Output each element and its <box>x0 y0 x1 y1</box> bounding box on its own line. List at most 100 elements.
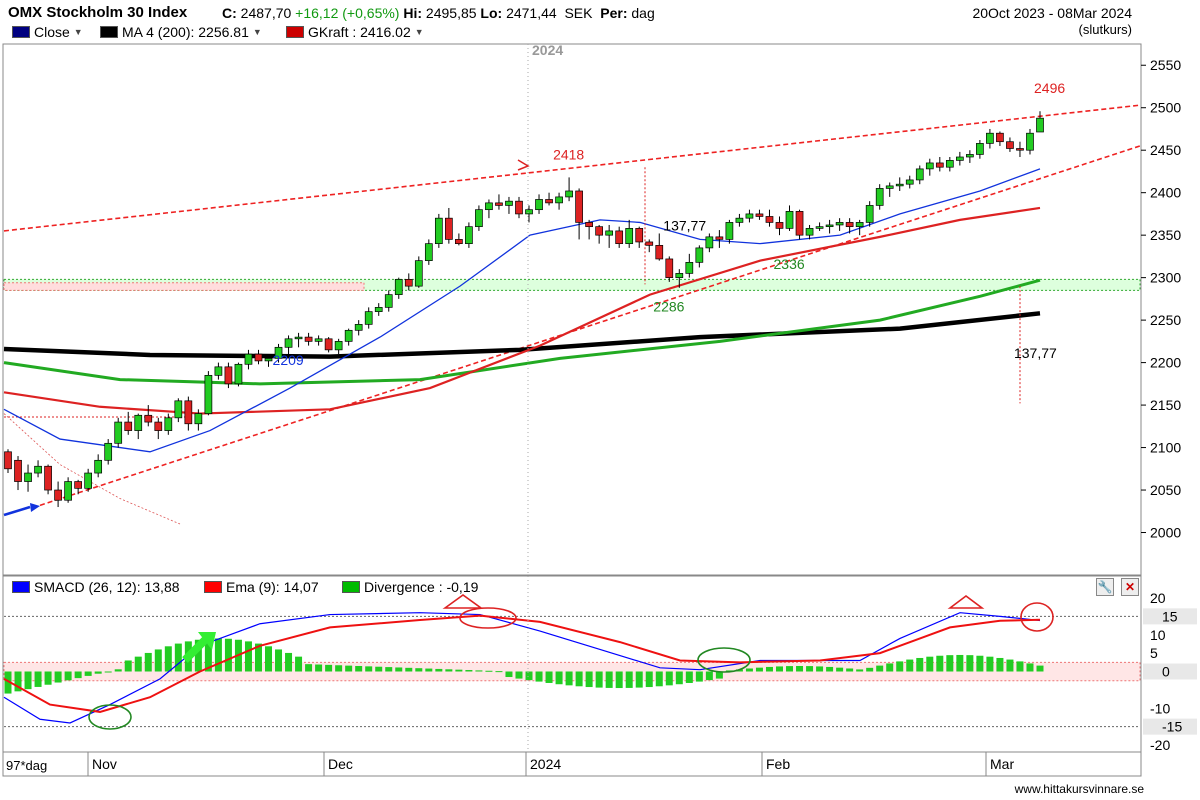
date-axis-frame <box>2 751 1142 777</box>
legend-label: Ema (9): 14,07 <box>226 579 319 595</box>
divergence-bar <box>625 671 633 688</box>
candle <box>134 414 143 431</box>
hi-value: 2495,85 <box>425 5 477 21</box>
candle <box>715 236 724 240</box>
divergence-bar <box>365 666 373 672</box>
divergence-bar <box>866 667 874 672</box>
divergence-bar <box>876 665 884 672</box>
candle <box>224 366 233 385</box>
candle <box>625 228 634 245</box>
macd-tick-label: 10 <box>1150 627 1166 643</box>
candle <box>845 222 854 228</box>
candle <box>775 222 784 229</box>
divergence-bar <box>926 656 934 672</box>
candle <box>154 421 163 431</box>
date-range: 20Oct 2023 - 08Mar 2024 <box>972 5 1132 21</box>
close-panel-icon[interactable]: ✕ <box>1121 578 1139 596</box>
candle <box>755 213 764 217</box>
legend-ma200[interactable]: MA 4 (200): 2256.81 ▼ <box>100 24 262 40</box>
divergence-bar <box>465 670 473 672</box>
divergence-bar <box>154 649 162 672</box>
y-tick-label: 2550 <box>1150 57 1181 73</box>
candle <box>64 481 72 501</box>
divergence-bar <box>806 666 814 672</box>
divergence-bar <box>595 671 603 688</box>
divergence-bar <box>986 656 994 672</box>
divergence-bar <box>675 671 683 685</box>
settings-wrench-icon[interactable]: 🔧 <box>1096 578 1114 596</box>
divergence-bar <box>786 666 794 672</box>
candle <box>675 273 684 278</box>
legend-label: Divergence : -0,19 <box>364 579 479 595</box>
candle <box>976 143 984 155</box>
divergence-bar <box>705 671 713 681</box>
macd-top-marker <box>1020 602 1054 632</box>
candle <box>465 226 473 245</box>
legend-gkraft[interactable]: GKraft : 2416.02 ▼ <box>286 24 424 40</box>
divergence-bar <box>585 671 593 688</box>
candle <box>84 472 93 489</box>
divergence-bar <box>816 666 824 672</box>
legend-label: SMACD (26, 12): 13,88 <box>34 579 180 595</box>
red-arrow-head <box>517 159 530 171</box>
candle <box>455 239 463 245</box>
divergence-bar <box>445 669 453 672</box>
candle <box>705 236 714 249</box>
divergence-bar <box>645 671 653 688</box>
candle <box>925 162 934 170</box>
candle <box>485 202 493 211</box>
divergence-bar <box>194 639 202 672</box>
candle <box>655 245 664 260</box>
legend-swatch <box>342 581 360 593</box>
divergence-bar <box>174 643 182 672</box>
year-label: 2024 <box>532 42 564 58</box>
y-tick-label: 2250 <box>1150 312 1181 328</box>
candle <box>424 243 433 261</box>
candle <box>24 472 32 482</box>
candle <box>1016 148 1024 151</box>
divergence-bar <box>976 655 984 672</box>
candle <box>204 374 213 414</box>
divergence-bar <box>104 671 112 673</box>
candle <box>414 260 423 287</box>
ma200-line <box>3 311 1041 359</box>
change-value: +16,12 (+0,65%) <box>295 5 400 21</box>
candle <box>94 459 103 474</box>
divergence-bar <box>44 671 52 685</box>
candle <box>324 338 333 351</box>
candle <box>475 209 483 228</box>
candle <box>384 294 393 308</box>
macd-tick-box <box>1143 718 1197 735</box>
candle <box>665 258 674 278</box>
candle <box>565 190 573 198</box>
candle <box>1026 132 1034 151</box>
price-annotation: 137,77 <box>1014 345 1057 361</box>
candle <box>535 199 543 211</box>
divergence-bar <box>836 667 844 672</box>
ohlc-readout: C: 2487,70 +16,12 (+0,65%) Hi: 2495,85 L… <box>222 5 655 21</box>
candle <box>525 209 533 215</box>
candle <box>74 481 82 489</box>
divergence-bar <box>54 671 62 683</box>
lo-label: Lo: <box>480 5 503 21</box>
candle <box>585 222 593 228</box>
legend-swatch <box>12 581 30 593</box>
candle <box>264 358 273 362</box>
candle <box>735 217 744 223</box>
divergence-bar <box>956 654 964 672</box>
candle <box>124 421 133 431</box>
candle <box>114 421 123 444</box>
divergence-bar <box>74 671 82 679</box>
candle <box>104 442 113 461</box>
price-annotation: 2496 <box>1034 80 1065 96</box>
candle <box>495 202 503 206</box>
candle <box>344 329 353 342</box>
legend-close[interactable]: Close ▼ <box>12 24 83 40</box>
macd-cross-marker <box>88 704 132 730</box>
legend-label: GKraft : 2416.02 <box>308 24 411 40</box>
period-value: dag <box>631 5 655 21</box>
divergence-bar <box>315 664 323 672</box>
candle <box>885 185 894 189</box>
divergence-bar <box>826 666 834 672</box>
divergence-bar <box>14 671 22 692</box>
